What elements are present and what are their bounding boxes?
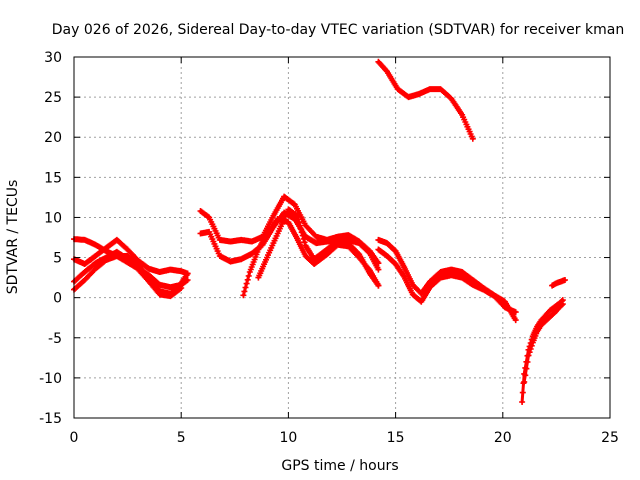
series-line (550, 278, 567, 288)
series-track-n (549, 277, 568, 289)
y-tick-label: 0 (53, 291, 62, 307)
y-tick-label: 10 (44, 210, 62, 226)
y-tick-label: 30 (44, 50, 62, 66)
y-tick-label: 5 (53, 251, 62, 267)
y-axis-label: SDTVAR / TECUs (5, 180, 21, 295)
series-track-i (375, 58, 476, 142)
y-tick-label: 15 (44, 170, 62, 186)
series-track-h (255, 206, 382, 289)
x-tick-label: 25 (601, 430, 619, 446)
y-tick-label: -5 (48, 331, 62, 347)
series-line (72, 238, 190, 276)
data-series (71, 58, 568, 405)
x-tick-label: 0 (70, 430, 79, 446)
chart-title: Day 026 of 2026, Sidereal Day-to-day VTE… (52, 22, 624, 38)
series-line (72, 250, 183, 298)
y-tick-label: 25 (44, 90, 62, 106)
y-tick-label: 20 (44, 130, 62, 146)
plot-frame (73, 56, 611, 419)
ticks: 0 5 10 15 20 25 30 25 20 15 10 5 0 -5 -10 -15 (39, 50, 619, 446)
series-line (199, 211, 380, 272)
series-line (522, 302, 565, 384)
series-line (256, 207, 380, 288)
x-tick-label: 10 (279, 430, 297, 446)
x-axis-label: GPS time / hours (281, 458, 398, 474)
series-line (199, 195, 380, 265)
series-track-k (375, 246, 519, 316)
x-tick-label: 5 (177, 430, 186, 446)
grid (74, 57, 610, 418)
series-line (376, 248, 518, 314)
x-tick-label: 15 (387, 430, 405, 446)
series-track-m (521, 301, 566, 385)
y-tick-label: -15 (39, 411, 62, 427)
series-line (376, 60, 475, 141)
y-tick-label: -10 (39, 371, 62, 387)
x-tick-label: 20 (494, 430, 512, 446)
